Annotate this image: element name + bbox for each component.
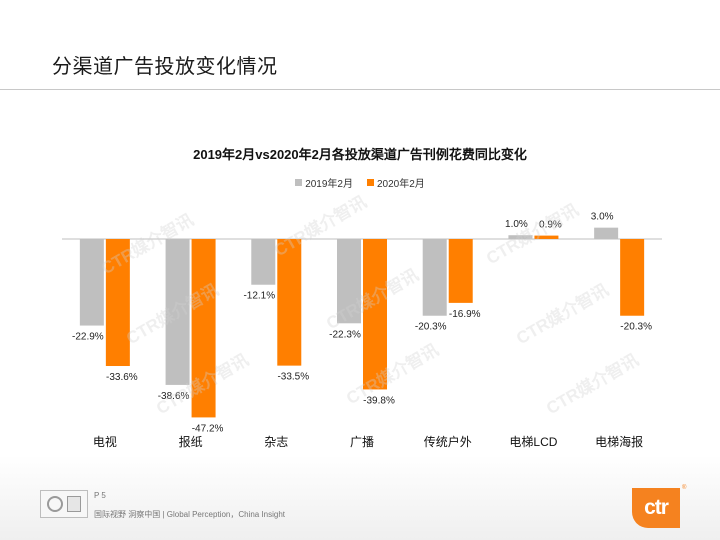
category-label: 报纸: [179, 434, 203, 449]
category-label: 传统户外: [424, 434, 472, 449]
data-label: -38.6%: [158, 391, 190, 402]
legend-item-2019: 2019年2月: [295, 175, 353, 190]
certification-seal-icon: [40, 490, 88, 518]
data-label: -22.3%: [329, 329, 361, 340]
data-label: 0.9%: [539, 220, 562, 231]
bar-2020-5: [534, 235, 559, 239]
bar-2020-6: [620, 239, 645, 316]
data-label: -39.8%: [363, 395, 395, 406]
bar-2019-4: [422, 239, 447, 316]
chart-title: 2019年2月vs2020年2月各投放渠道广告刊例花费同比变化: [193, 147, 527, 162]
page-number: P 5: [94, 491, 106, 500]
bar-2019-5: [508, 235, 533, 239]
ctr-logo: ctr: [632, 488, 680, 528]
chart-legend: 2019年2月 2020年2月: [0, 175, 720, 190]
footer-tagline: 国际视野 洞察中国 | Global Perception，China Insi…: [94, 510, 286, 519]
legend-label-2020: 2020年2月: [377, 179, 425, 190]
data-label: -20.3%: [620, 322, 652, 333]
data-label: -33.6%: [106, 372, 138, 383]
bar-2019-2: [251, 239, 276, 285]
footer-band: [0, 455, 720, 540]
bar-2019-3: [337, 239, 361, 324]
seal-square-icon: [67, 496, 81, 512]
bar-2019-6: [594, 227, 619, 239]
data-label: -16.9%: [449, 309, 481, 320]
seal-circle-icon: [47, 496, 63, 512]
legend-swatch-2019: [295, 179, 303, 186]
bar-2020-3: [363, 239, 387, 390]
data-label: -33.5%: [277, 372, 309, 383]
bar-2020-2: [277, 239, 302, 366]
category-label: 电梯海报: [595, 434, 643, 449]
data-label: 1.0%: [505, 219, 528, 230]
bar-2020-0: [105, 239, 130, 367]
data-label: -22.9%: [72, 332, 104, 343]
logo-registered-mark: ®: [682, 485, 687, 491]
bar-2019-0: [79, 239, 104, 326]
category-label: 电梯LCD: [509, 435, 557, 449]
category-label: 电视: [93, 434, 117, 449]
data-label: 3.0%: [591, 212, 614, 223]
bar-2020-1: [191, 239, 216, 418]
category-label: 杂志: [264, 435, 288, 449]
category-label: 广播: [350, 435, 374, 449]
legend-label-2019: 2019年2月: [305, 179, 353, 190]
page-title: 分渠道广告投放变化情况: [52, 56, 278, 78]
bar-2020-4: [448, 239, 473, 303]
data-label: -12.1%: [243, 291, 275, 302]
title-divider: [0, 89, 720, 90]
data-label: -47.2%: [192, 423, 224, 434]
legend-item-2020: 2020年2月: [367, 175, 425, 190]
legend-swatch-2020: [367, 179, 374, 186]
bar-2019-1: [165, 239, 190, 385]
data-label: -20.3%: [415, 322, 447, 333]
